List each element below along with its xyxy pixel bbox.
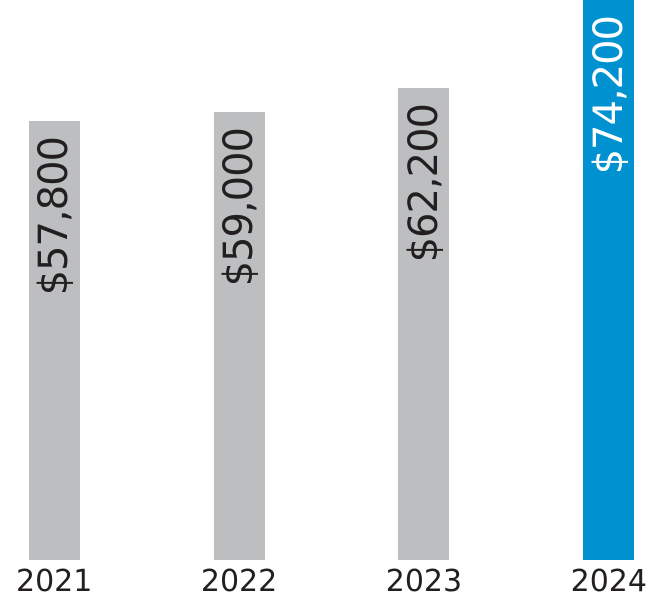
bar-2024: $74,200 (583, 0, 635, 561)
bar-2022: $59,000 (213, 112, 265, 560)
bar-2021: $57,800 (28, 121, 80, 560)
x-axis-label-2021: 2021 (16, 564, 93, 599)
bar-value-label-2023: $62,200 (400, 104, 447, 263)
bar-column: $57,800 2021 (16, 0, 92, 600)
x-axis-label-2022: 2022 (200, 564, 278, 599)
bar-value-label-2024: $74,200 (585, 16, 632, 175)
x-axis-label-2023: 2023 (385, 564, 463, 599)
bar-value-label-2021: $57,800 (31, 137, 78, 296)
bar-column: $59,000 2022 (201, 0, 277, 600)
bar-column: $62,200 2023 (386, 0, 462, 600)
bar-value-label-2022: $59,000 (216, 128, 263, 287)
bar-2023: $62,200 (398, 88, 450, 560)
x-axis-label-2024: 2024 (570, 564, 647, 599)
bar-column: $74,200 2024 (571, 0, 647, 600)
